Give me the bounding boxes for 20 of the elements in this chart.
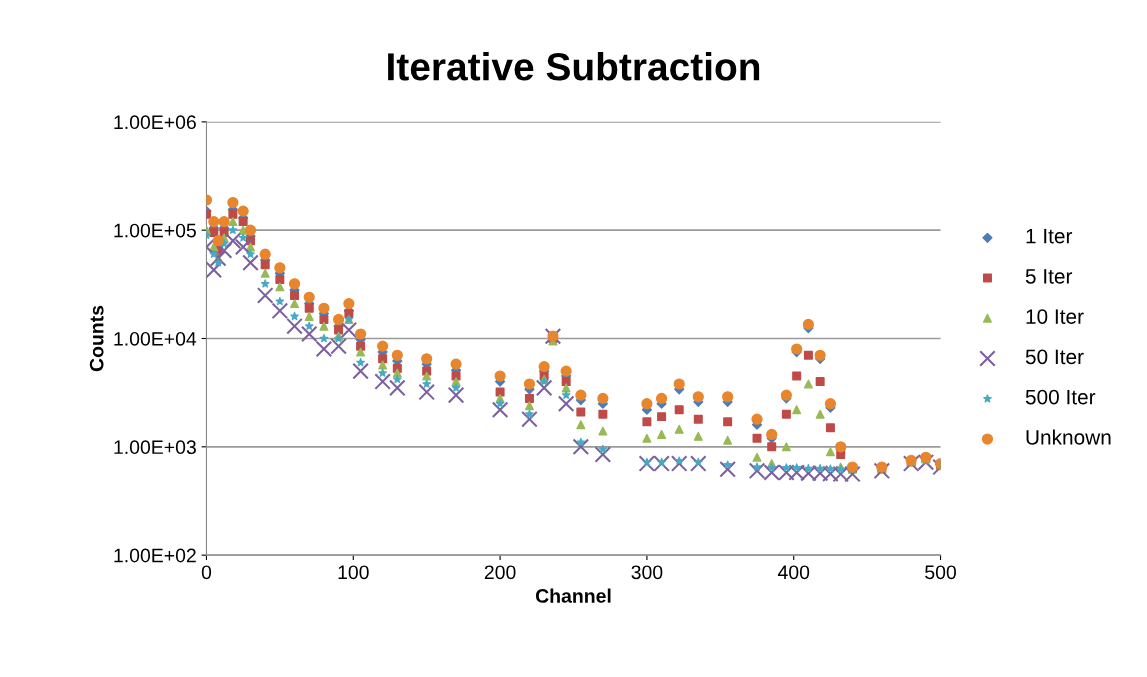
x-tick-label: 500	[925, 565, 956, 580]
legend-label: Unknown	[1026, 429, 1111, 445]
x-tick-label: 100	[338, 565, 369, 580]
legend-label: 10 Iter	[1026, 309, 1084, 324]
y-tick-label: 1.00E+04	[114, 331, 197, 346]
y-axis-title: Counts	[89, 305, 104, 372]
x-axis-title: Channel	[535, 588, 611, 603]
chart-title: Iterative Subtraction	[388, 52, 760, 81]
x-tick-label: 200	[484, 565, 516, 580]
x-tick-label: 400	[777, 565, 810, 580]
legend-label: 1 Iter	[1026, 228, 1073, 244]
legend-label: 50 Iter	[1025, 349, 1084, 365]
y-tick-label: 1.00E+05	[114, 223, 196, 238]
x-tick-label: 0	[201, 565, 212, 580]
legend-label: 500 Iter	[1025, 389, 1096, 405]
y-tick-label: 1.00E+03	[114, 440, 196, 455]
legend-label: 5 Iter	[1025, 269, 1073, 284]
x-tick-label: 300	[631, 565, 663, 580]
y-tick-label: 1.00E+06	[114, 115, 196, 130]
y-tick-label: 1.00E+02	[114, 548, 196, 563]
